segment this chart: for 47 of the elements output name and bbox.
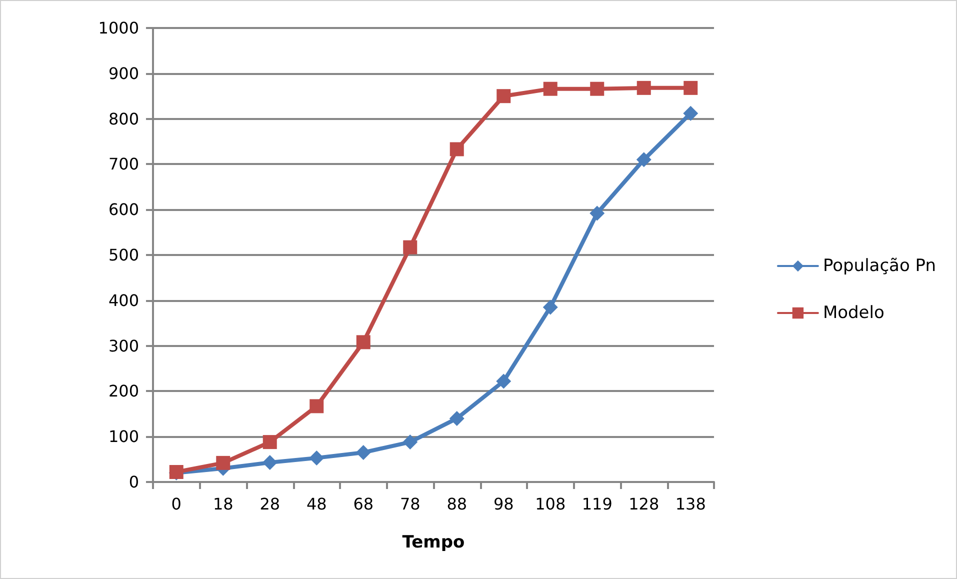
x-tick-label: 68 xyxy=(353,494,374,514)
point xyxy=(403,240,418,254)
point xyxy=(496,374,512,389)
y-tick-label: 700 xyxy=(108,154,139,174)
point xyxy=(542,300,558,315)
point xyxy=(450,142,464,156)
point xyxy=(496,89,511,104)
legend-label: População Pn xyxy=(822,256,936,276)
x-tick-label: 98 xyxy=(493,494,514,514)
x-tick-label: 138 xyxy=(675,494,706,514)
y-tick-label: 1000 xyxy=(98,18,139,38)
y-tick-label: 500 xyxy=(108,246,139,264)
point xyxy=(590,206,605,221)
point xyxy=(543,82,558,96)
point xyxy=(262,454,278,470)
x-tick-label: 88 xyxy=(446,494,468,514)
point xyxy=(590,82,604,96)
x-tick-label: 128 xyxy=(628,494,660,514)
y-tick-label: 200 xyxy=(108,382,139,401)
point xyxy=(402,434,418,450)
point xyxy=(216,456,230,470)
point xyxy=(262,435,277,450)
x-tick-label: 108 xyxy=(535,494,566,514)
point xyxy=(636,152,652,168)
x-tick-label: 28 xyxy=(260,494,280,514)
y-tick-label: 400 xyxy=(108,290,139,310)
x-tick-label: 119 xyxy=(582,494,612,514)
y-tick-label: 0 xyxy=(128,472,139,492)
point xyxy=(636,80,651,95)
x-tick-label: 18 xyxy=(212,494,234,514)
y-tick-label: 800 xyxy=(108,109,139,128)
point xyxy=(356,335,370,350)
x-tick-label: 78 xyxy=(400,494,420,514)
point xyxy=(309,450,324,466)
y-tick-label: 900 xyxy=(108,64,139,83)
point xyxy=(684,80,698,95)
point xyxy=(683,106,698,121)
point xyxy=(310,399,324,414)
y-tick-label: 600 xyxy=(108,200,139,220)
x-tick-label: 0 xyxy=(171,494,182,514)
legend-label: Modelo xyxy=(822,303,884,323)
x-tick-label: 48 xyxy=(306,494,327,514)
y-tick-label: 300 xyxy=(108,336,139,356)
point xyxy=(449,410,464,426)
x-axis-title: Tempo xyxy=(402,532,465,552)
y-tick-label: 100 xyxy=(108,427,139,446)
point xyxy=(356,444,371,460)
